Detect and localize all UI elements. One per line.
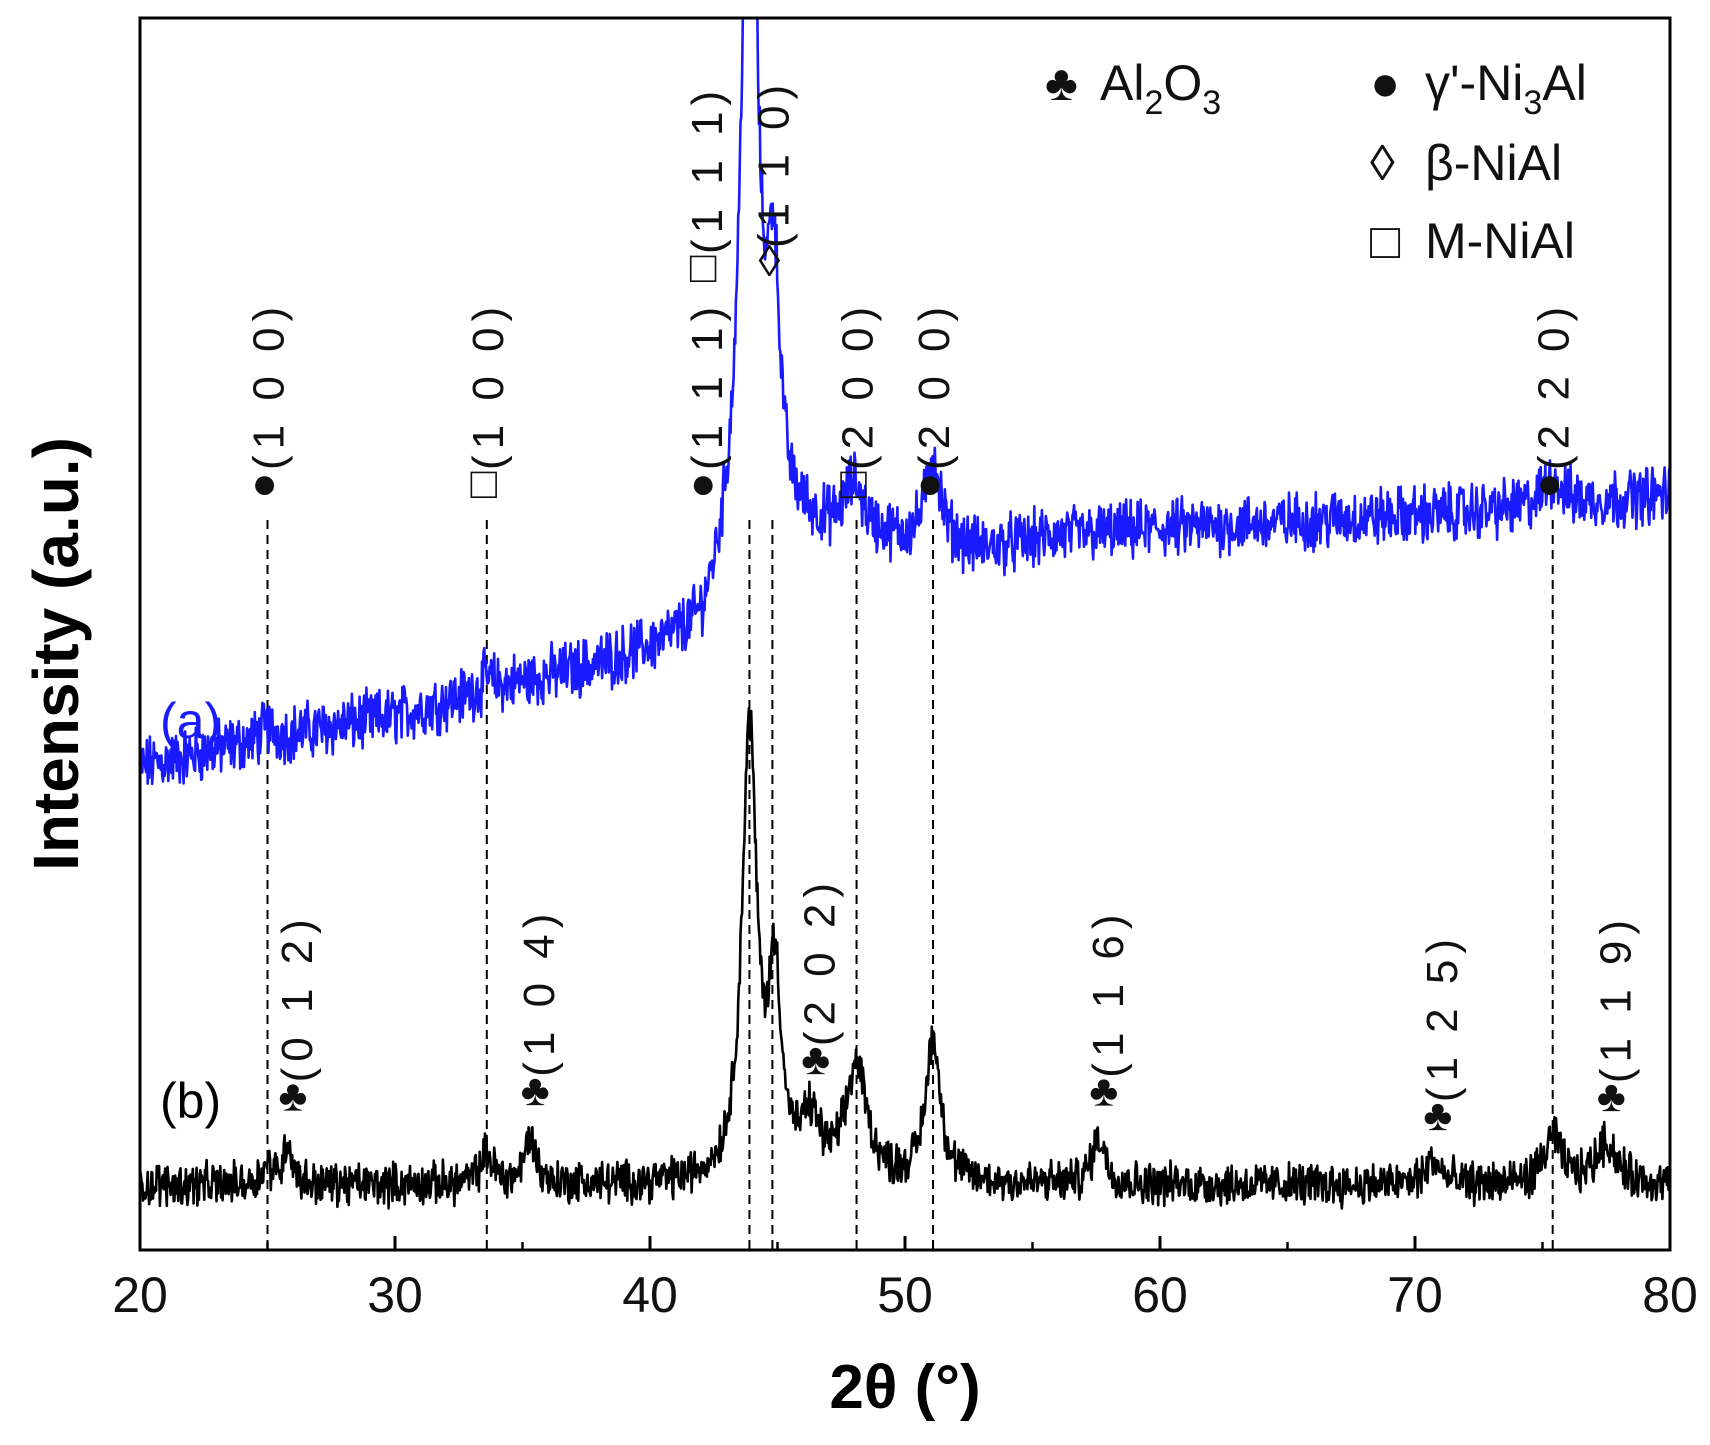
peak-hkl-label: (1 0 4) (515, 908, 564, 1077)
peak-annotation: □(1 0 0) (464, 301, 513, 508)
legend-entry-text: Al2O3 (1100, 55, 1221, 122)
peak-marker: □ (840, 459, 873, 508)
peak-annotation: ♣(1 2 5) (1418, 933, 1467, 1140)
peak-hkl-label: (2 0 2) (796, 877, 845, 1046)
reference-lines (266, 520, 1554, 1250)
peak-annotation: ♣(1 1 9) (1591, 914, 1640, 1121)
peak-annotation: □(2 0 0) (834, 301, 883, 508)
legend-symbol: □ (1370, 213, 1401, 269)
x-tick-label: 20 (112, 1267, 168, 1323)
legend-symbol: ● (1370, 55, 1400, 111)
x-tick-label: 40 (622, 1267, 678, 1323)
peak-annotations: ●(1 0 0)□(1 0 0)●(1 1 1)□(1 1 1)◊(1 1 0)… (245, 79, 1641, 1140)
y-axis-title: Intensity (a.u.) (20, 437, 92, 871)
legend-symbol: ♣ (1045, 55, 1078, 111)
series-label-b: (b) (160, 1073, 221, 1129)
peak-hkl-label: (1 0 0) (464, 301, 513, 470)
x-tick-label: 60 (1132, 1267, 1188, 1323)
x-tick-label: 50 (877, 1267, 933, 1323)
peak-hkl-label: (1 1 6) (1084, 909, 1133, 1078)
peak-marker: □ (471, 459, 504, 508)
x-tick-label: 80 (1642, 1267, 1698, 1323)
peak-annotation: ♣(2 0 2) (796, 877, 845, 1084)
peak-marker: □ (690, 243, 723, 292)
peak-annotation: ●(2 2 0) (1530, 301, 1579, 508)
peak-annotation: ●(2 0 0) (910, 301, 959, 508)
peak-marker: ♣ (801, 1035, 836, 1084)
series-line-a (138, 16, 1672, 786)
legend-entry-text: γ'-Ni3Al (1425, 55, 1587, 122)
peak-hkl-label: (2 0 0) (910, 301, 959, 470)
legend-symbol: ◊ (1370, 135, 1395, 191)
peak-marker: ● (690, 459, 723, 508)
peak-annotation: ♣(0 1 2) (273, 913, 322, 1120)
peak-marker: ● (917, 459, 950, 508)
peak-marker: ♣ (1597, 1072, 1632, 1121)
peak-hkl-label: (1 1 0) (749, 79, 798, 248)
series-label-a: (a) (160, 693, 221, 749)
peak-annotation: ♣(1 1 6) (1084, 909, 1133, 1116)
peak-hkl-label: (0 1 2) (273, 913, 322, 1082)
peak-marker: ● (1536, 459, 1569, 508)
peak-hkl-label: (1 0 0) (245, 301, 294, 470)
series-layer: (a) (b) (138, 16, 1672, 1210)
axes: 20 30 40 50 60 70 80 (112, 16, 1698, 1323)
peak-annotation: ●(1 1 1) (683, 301, 732, 508)
legend: ♣ Al2O3 ● γ'-Ni3Al ◊ β-NiAl □ M-NiAl (1045, 55, 1587, 269)
peak-marker: ♣ (278, 1071, 313, 1120)
x-tick-label: 70 (1387, 1267, 1443, 1323)
peak-marker: ♣ (1089, 1067, 1124, 1116)
peak-marker: ♣ (1423, 1091, 1458, 1140)
peak-hkl-label: (2 2 0) (1530, 301, 1579, 470)
peak-marker: ● (251, 459, 284, 508)
peak-hkl-label: (1 1 1) (683, 301, 732, 470)
peak-annotation: ♣(1 0 4) (515, 908, 564, 1115)
peak-annotation: □(1 1 1) (683, 85, 732, 292)
x-tick-label: 30 (367, 1267, 423, 1323)
peak-hkl-label: (2 0 0) (834, 301, 883, 470)
x-axis-title: 2θ (°) (829, 1353, 980, 1422)
legend-entry-text: β-NiAl (1425, 135, 1562, 191)
peak-annotation: ◊(1 1 0) (749, 79, 798, 286)
peak-hkl-label: (1 1 9) (1591, 914, 1640, 1083)
peak-marker: ♣ (521, 1066, 556, 1115)
peak-annotation: ●(1 0 0) (245, 301, 294, 508)
legend-entry-text: M-NiAl (1425, 213, 1575, 269)
peak-hkl-label: (1 1 1) (683, 85, 732, 254)
peak-hkl-label: (1 2 5) (1418, 933, 1467, 1102)
peak-marker: ◊ (759, 237, 787, 286)
series-line-b (138, 706, 1672, 1210)
